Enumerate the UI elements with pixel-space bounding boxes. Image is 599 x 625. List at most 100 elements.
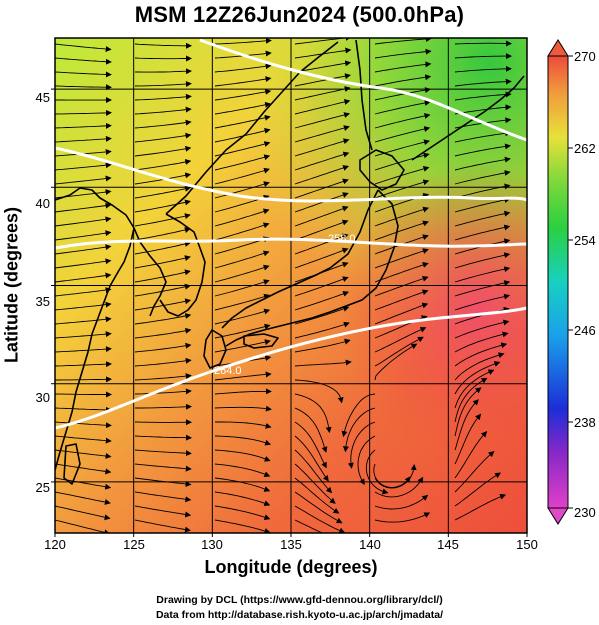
streamline: [454, 65, 512, 73]
streamline: [55, 406, 112, 413]
isotherm-258: [55, 146, 527, 203]
coast-kyushu: [203, 329, 227, 369]
streamline: [214, 463, 271, 478]
streamline: [134, 477, 192, 487]
streamline: [55, 316, 112, 325]
streamline: [55, 331, 112, 339]
streamline: [294, 359, 352, 367]
streamline: [55, 505, 111, 521]
streamline: [214, 293, 270, 311]
streamline: [55, 301, 112, 311]
streamline: [454, 369, 495, 409]
streamline: [134, 159, 192, 171]
y-tick-label: 40: [36, 196, 50, 211]
streamline: [55, 244, 112, 255]
streamline: [294, 421, 327, 469]
colorbar-tick-label: 230: [574, 505, 596, 520]
streamline: [214, 405, 272, 412]
streamline: [55, 477, 112, 490]
streamline: [134, 199, 191, 213]
colorbar-max-arrow: [547, 39, 569, 57]
streamline: [341, 393, 376, 438]
streamline: [134, 185, 192, 199]
streamline: [134, 373, 192, 381]
streamline: [454, 266, 511, 283]
streamline: [55, 122, 112, 129]
streamline: [374, 289, 429, 311]
streamline: [134, 313, 192, 325]
streamline: [55, 162, 112, 171]
streamline: [214, 323, 271, 339]
streamline: [454, 104, 512, 115]
x-tick-label: 135: [280, 537, 302, 552]
coast-shikoku: [243, 333, 279, 349]
streamline: [294, 449, 333, 494]
streamline: [214, 250, 270, 269]
streamline: [374, 38, 432, 45]
streamline: [294, 205, 349, 227]
streamline: [55, 361, 112, 368]
streamline: [374, 61, 432, 73]
streamline: [214, 38, 272, 45]
streamline: [134, 449, 192, 457]
streamline: [294, 247, 349, 269]
colorbar-min-arrow: [547, 507, 569, 525]
streamline: [294, 338, 351, 353]
y-axis-ticks: 25 30 35 40 45: [36, 90, 50, 495]
streamline: [294, 519, 324, 533]
streamline: [134, 55, 192, 62]
streamline: [294, 219, 349, 241]
colorbar-tick-label: 246: [574, 323, 596, 338]
contour-label-1: 258.0: [328, 233, 356, 245]
streamline: [55, 391, 112, 398]
streamline: [454, 361, 501, 395]
streamline: [454, 493, 507, 521]
streamline: [134, 241, 191, 255]
streamline: [55, 272, 112, 283]
streamline: [454, 450, 495, 493]
streamline: [374, 512, 431, 523]
colorbar-tick-label: 262: [574, 141, 596, 156]
streamline: [55, 258, 112, 269]
streamline: [214, 63, 272, 73]
streamline: [454, 377, 488, 423]
y-tick-label: 35: [36, 294, 50, 309]
streamline: [214, 208, 270, 227]
colorbar-tick-label: 254: [574, 233, 596, 248]
streamline: [294, 305, 350, 325]
streamline: [214, 308, 271, 325]
streamline: [134, 255, 191, 269]
streamline: [134, 342, 192, 353]
streamline: [374, 336, 424, 367]
streamline: [214, 519, 271, 533]
streamline: [55, 376, 112, 383]
streamline: [294, 505, 346, 533]
streamline: [214, 154, 271, 171]
x-tick-label: 120: [44, 537, 66, 552]
figure-title: MSM 12Z26Jun2024 (500.0hPa): [134, 2, 465, 27]
streamline: [294, 178, 349, 199]
streamline: [454, 387, 482, 437]
streamline: [294, 393, 332, 434]
streamline: [454, 53, 512, 60]
streamline: [294, 491, 343, 524]
streamline: [55, 230, 112, 241]
colorbar-gradient: [547, 55, 569, 509]
streamline: [134, 42, 192, 49]
streamline: [134, 145, 192, 157]
streamline: [134, 119, 192, 129]
streamline: [134, 80, 192, 87]
streamline: [454, 319, 510, 339]
coast-sakhalin: [355, 39, 373, 151]
streamline: [134, 327, 192, 339]
streamline: [214, 371, 272, 381]
streamline: [294, 86, 351, 101]
streamline: [342, 407, 376, 453]
contour-label-2: 264.0: [214, 365, 242, 377]
streamline: [134, 269, 191, 283]
streamline: [214, 141, 271, 157]
x-tick-label: 130: [201, 537, 223, 552]
streamline: [454, 143, 511, 157]
streamline: [215, 421, 272, 429]
